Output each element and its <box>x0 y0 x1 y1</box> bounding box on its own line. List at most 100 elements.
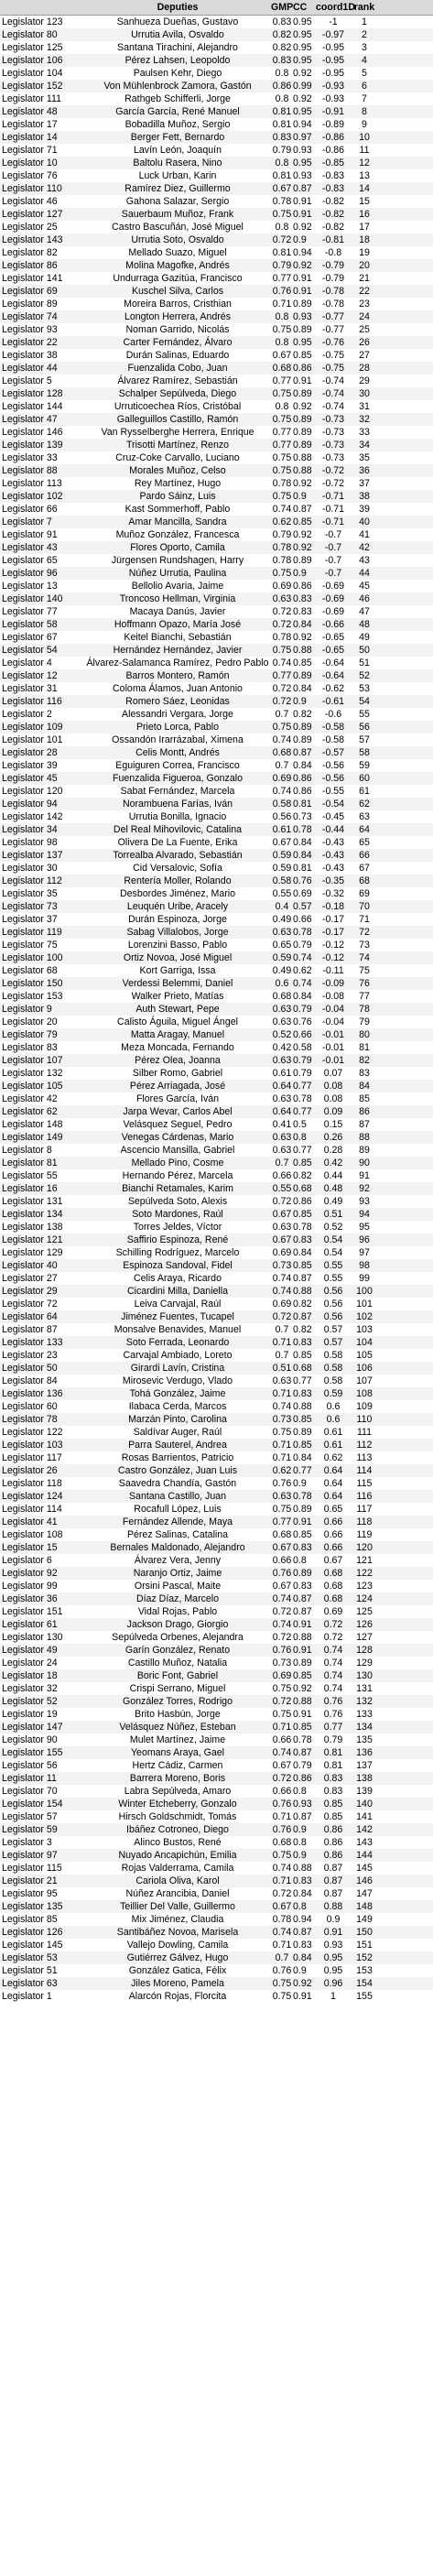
legislator-cell: Legislator 50 <box>2 1363 58 1374</box>
rank-cell: 124 <box>356 1593 373 1604</box>
rank-cell: 56 <box>359 722 370 733</box>
cc-cell: 0.87 <box>293 504 312 515</box>
legislator-cell: Legislator 15 <box>2 1542 58 1553</box>
rank-cell: 41 <box>359 529 370 540</box>
legislator-cell: Legislator 141 <box>2 273 63 284</box>
cc-cell: 0.83 <box>293 606 312 617</box>
gmp-cell: 0.75 <box>272 568 292 579</box>
table-row: Legislator 148 Velásquez Seguel, Pedro 0.4… <box>0 1118 433 1131</box>
coord1d-cell: 0.72 <box>323 1619 343 1630</box>
deputy-name-cell: Orsini Pascal, Maite <box>134 1581 222 1592</box>
deputy-name-cell: Ossandón Irarrázabal, Ximena <box>112 734 244 745</box>
coord1d-cell: 0.95 <box>323 1965 343 1976</box>
cc-cell: 0.78 <box>293 1491 312 1502</box>
deputy-name-cell: Bernales Maldonado, Alejandro <box>110 1542 245 1553</box>
cc-cell: 0.92 <box>293 401 312 412</box>
cc-cell: 0.95 <box>293 29 312 40</box>
coord1d-cell: -0.08 <box>321 991 345 1002</box>
coord1d-cell: 0.83 <box>323 1773 343 1784</box>
legislator-cell: Legislator 107 <box>2 1055 63 1066</box>
cc-cell: 0.95 <box>293 55 312 66</box>
coord1d-cell: 0.68 <box>323 1568 343 1579</box>
deputy-name-cell: Naranjo Ortiz, Jaime <box>133 1568 222 1579</box>
coord1d-cell: -0.74 <box>321 375 345 386</box>
table-row: Legislator 16 Bianchi Retamales, Karim 0.5… <box>0 1182 433 1195</box>
rank-cell: 106 <box>356 1363 373 1374</box>
table-row: Legislator 134 Soto Mardones, Raúl 0.67 0.8… <box>0 1208 433 1221</box>
cc-cell: 0.91 <box>293 209 312 220</box>
rank-cell: 107 <box>356 1375 373 1386</box>
rank-cell: 47 <box>359 606 370 617</box>
gmp-cell: 0.76 <box>272 1965 292 1976</box>
cc-cell: 0.94 <box>293 1914 312 1925</box>
rank-cell: 105 <box>356 1350 373 1361</box>
coord1d-cell: -0.73 <box>321 427 345 438</box>
rank-cell: 25 <box>359 324 370 335</box>
coord1d-cell: 0.57 <box>323 1337 343 1348</box>
gmp-cell: 0.7 <box>275 1952 289 1963</box>
gmp-cell: 0.77 <box>272 375 292 386</box>
deputy-name-cell: Crispi Serrano, Miguel <box>129 1683 226 1694</box>
deputy-name-cell: Flores Oporto, Camila <box>130 542 225 553</box>
coord1d-cell: -0.82 <box>321 209 345 220</box>
coord1d-cell: -0.7 <box>324 555 342 566</box>
table-row: Legislator 115 Rojas Valderrama, Camila 0.… <box>0 1862 433 1875</box>
deputy-name-cell: Vidal Rojas, Pablo <box>137 1606 218 1617</box>
cc-cell: 0.85 <box>293 1209 312 1220</box>
table-row: Legislator 43 Flores Oporto, Camila 0.78 0.… <box>0 541 433 554</box>
table-row: Legislator 6 Álvarez Vera, Jenny 0.66 0.8 0.… <box>0 1554 433 1567</box>
rank-cell: 11 <box>359 145 370 156</box>
gmp-cell: 0.78 <box>272 196 292 207</box>
table-row: Legislator 120 Sabat Fernández, Marcela 0.… <box>0 785 433 798</box>
coord1d-cell: -0.12 <box>321 952 345 963</box>
gmp-cell: 0.67 <box>272 1760 292 1771</box>
gmp-cell: 0.74 <box>272 1619 292 1630</box>
coord1d-cell: 0.96 <box>323 1978 343 1989</box>
deputy-name-cell: Rey Martínez, Hugo <box>134 478 222 489</box>
table-row: Legislator 3 Alinco Bustos, René 0.68 0.8 0.… <box>0 1836 433 1849</box>
table-row: Legislator 34 Del Real Mihovilovic, Catal… <box>0 823 433 836</box>
rank-cell: 69 <box>359 888 370 899</box>
coord1d-cell: -0.43 <box>321 837 345 848</box>
deputy-name-cell: Trisotti Martínez, Renzo <box>125 440 230 451</box>
legislator-cell: Legislator 97 <box>2 1850 58 1861</box>
deputy-name-cell: Núñez Arancibia, Daniel <box>125 1888 230 1899</box>
cc-cell: 0.89 <box>293 440 312 451</box>
rank-cell: 129 <box>356 1658 373 1668</box>
table-row: Legislator 61 Jackson Drago, Giorgio 0.74 0… <box>0 1618 433 1631</box>
rank-cell: 95 <box>359 1222 370 1233</box>
gmp-cell: 0.63 <box>272 1093 292 1104</box>
rank-cell: 151 <box>356 1940 373 1951</box>
rank-cell: 91 <box>359 1170 370 1181</box>
gmp-cell: 0.77 <box>272 670 292 681</box>
cc-cell: 0.95 <box>293 158 312 168</box>
deputy-name-cell: Torrealba Alvarado, Sebastián <box>113 850 243 861</box>
legislator-cell: Legislator 78 <box>2 1414 58 1425</box>
coord1d-cell: 0.76 <box>323 1709 343 1720</box>
cc-cell: 0.84 <box>293 1888 312 1899</box>
gmp-cell: 0.7 <box>275 709 289 720</box>
deputy-name-cell: Labra Sepúlveda, Amaro <box>124 1786 232 1797</box>
table-row: Legislator 126 Santibáñez Novoa, Marisela… <box>0 1926 433 1939</box>
table-row: Legislator 113 Rey Martínez, Hugo 0.78 0.92… <box>0 477 433 490</box>
table-row: Legislator 51 González Gatica, Félix 0.76 0… <box>0 1964 433 1977</box>
rank-cell: 132 <box>356 1696 373 1707</box>
rank-cell: 102 <box>356 1311 373 1322</box>
gmp-cell: 0.71 <box>272 1337 292 1348</box>
table-row: Legislator 149 Venegas Cárdenas, Mario 0.6… <box>0 1131 433 1144</box>
deputy-name-cell: Velásquez Núñez, Esteban <box>119 1722 236 1733</box>
table-row: Legislator 109 Prieto Lorca, Pablo 0.75 0.8… <box>0 721 433 734</box>
cc-cell: 0.89 <box>293 734 312 745</box>
legislator-cell: Legislator 95 <box>2 1888 58 1899</box>
cc-cell: 0.85 <box>293 1350 312 1361</box>
coord1d-cell: -0.85 <box>321 158 345 168</box>
deputy-name-cell: Cariola Oliva, Karol <box>135 1875 220 1886</box>
legislator-cell: Legislator 74 <box>2 311 58 322</box>
rank-cell: 144 <box>356 1850 373 1861</box>
cc-cell: 0.91 <box>293 196 312 207</box>
cc-cell: 0.95 <box>293 42 312 53</box>
deputy-name-cell: Parra Sauterel, Andrea <box>128 1440 227 1451</box>
rank-cell: 155 <box>356 1991 373 2002</box>
coord1d-cell: 0.68 <box>323 1581 343 1592</box>
gmp-cell: 0.78 <box>272 1914 292 1925</box>
